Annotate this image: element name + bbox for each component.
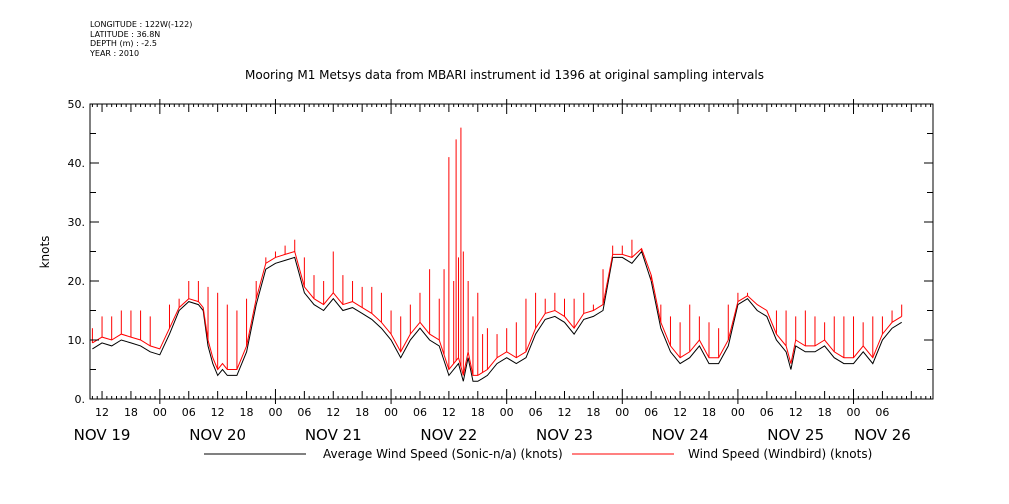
y-axis: 0. 10. 20. 30. 40. 50. bbox=[68, 98, 933, 406]
x-date-label: NOV 25 bbox=[767, 426, 824, 444]
x-hour-label: 06 bbox=[644, 406, 658, 419]
x-date-label: NOV 24 bbox=[652, 426, 709, 444]
x-hour-label: 12 bbox=[95, 406, 109, 419]
x-hour-label: 06 bbox=[297, 406, 311, 419]
average-wind-series bbox=[92, 250, 902, 382]
x-hour-label: 00 bbox=[615, 406, 629, 419]
x-hour-label: 12 bbox=[789, 406, 803, 419]
x-hour-label: 18 bbox=[702, 406, 716, 419]
y-tick-label: 20. bbox=[68, 275, 86, 288]
y-tick-label: 50. bbox=[68, 98, 86, 111]
x-hour-label: 00 bbox=[731, 406, 745, 419]
depth-label: DEPTH (m) : -2.5 bbox=[90, 39, 157, 48]
x-hour-label: 18 bbox=[124, 406, 138, 419]
station-metadata: LONGITUDE : 122W(-122) LATITUDE : 36.8N … bbox=[90, 20, 192, 58]
x-hour-label: 06 bbox=[413, 406, 427, 419]
x-hour-label: 18 bbox=[240, 406, 254, 419]
x-hour-label: 12 bbox=[557, 406, 571, 419]
latitude-label: LATITUDE : 36.8N bbox=[90, 29, 161, 39]
x-date-label: NOV 26 bbox=[854, 426, 911, 444]
x-date-label: NOV 19 bbox=[74, 426, 131, 444]
average-wind-line bbox=[92, 250, 902, 382]
longitude-label: LONGITUDE : 122W(-122) bbox=[90, 20, 193, 29]
x-hour-label: 00 bbox=[268, 406, 282, 419]
y-tick-label: 30. bbox=[68, 216, 86, 229]
y-tick-label: 10. bbox=[68, 334, 86, 347]
x-hour-label: 18 bbox=[471, 406, 485, 419]
x-date-label: NOV 23 bbox=[536, 426, 593, 444]
x-hour-label: 06 bbox=[760, 406, 774, 419]
y-tick-label: 40. bbox=[68, 157, 86, 170]
x-axis: 12 18 00 06 12 18 00 06 12 18 00 06 12 18 00 06 12 18 00 06… bbox=[74, 99, 932, 444]
x-hour-label: 06 bbox=[529, 406, 543, 419]
x-hour-label: 00 bbox=[500, 406, 514, 419]
year-label: YEAR : 2010 bbox=[90, 48, 140, 58]
x-hour-label: 00 bbox=[847, 406, 861, 419]
y-axis-label: knots bbox=[38, 236, 52, 269]
x-hour-label: 06 bbox=[875, 406, 889, 419]
x-hour-label: 12 bbox=[326, 406, 340, 419]
x-date-label: NOV 20 bbox=[189, 426, 246, 444]
x-hour-label: 12 bbox=[673, 406, 687, 419]
x-hour-label: 18 bbox=[818, 406, 832, 419]
x-hour-label: 00 bbox=[384, 406, 398, 419]
x-date-label: NOV 22 bbox=[420, 426, 477, 444]
x-hour-label: 06 bbox=[182, 406, 196, 419]
legend-label-average: Average Wind Speed (Sonic-n/a) (knots) bbox=[323, 447, 563, 461]
x-hour-label: 12 bbox=[211, 406, 225, 419]
legend: Average Wind Speed (Sonic-n/a) (knots) W… bbox=[204, 447, 872, 461]
x-hour-label: 18 bbox=[586, 406, 600, 419]
x-hour-label: 18 bbox=[355, 406, 369, 419]
x-date-label: NOV 21 bbox=[305, 426, 362, 444]
x-hour-label: 00 bbox=[153, 406, 167, 419]
windbird-series bbox=[91, 127, 903, 376]
chart-title: Mooring M1 Metsys data from MBARI instru… bbox=[245, 68, 764, 82]
x-hour-label: 12 bbox=[442, 406, 456, 419]
y-tick-label: 0. bbox=[75, 393, 86, 406]
legend-label-windbird: Wind Speed (Windbird) (knots) bbox=[688, 447, 872, 461]
